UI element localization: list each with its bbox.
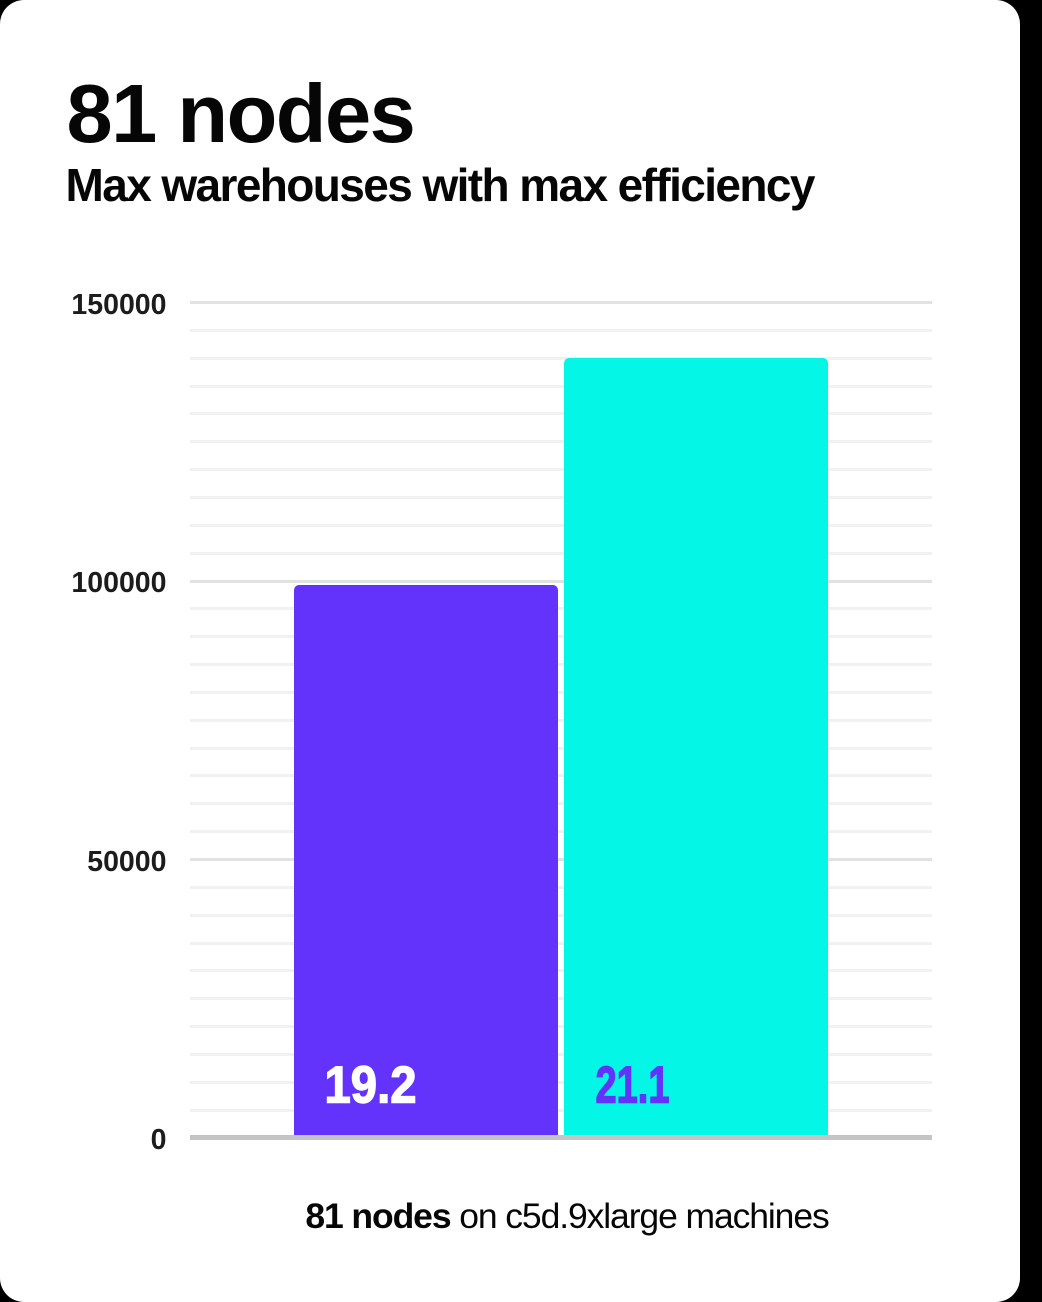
svg-text:19.2: 19.2 [325, 1057, 417, 1115]
svg-text:21.1: 21.1 [596, 1057, 670, 1115]
